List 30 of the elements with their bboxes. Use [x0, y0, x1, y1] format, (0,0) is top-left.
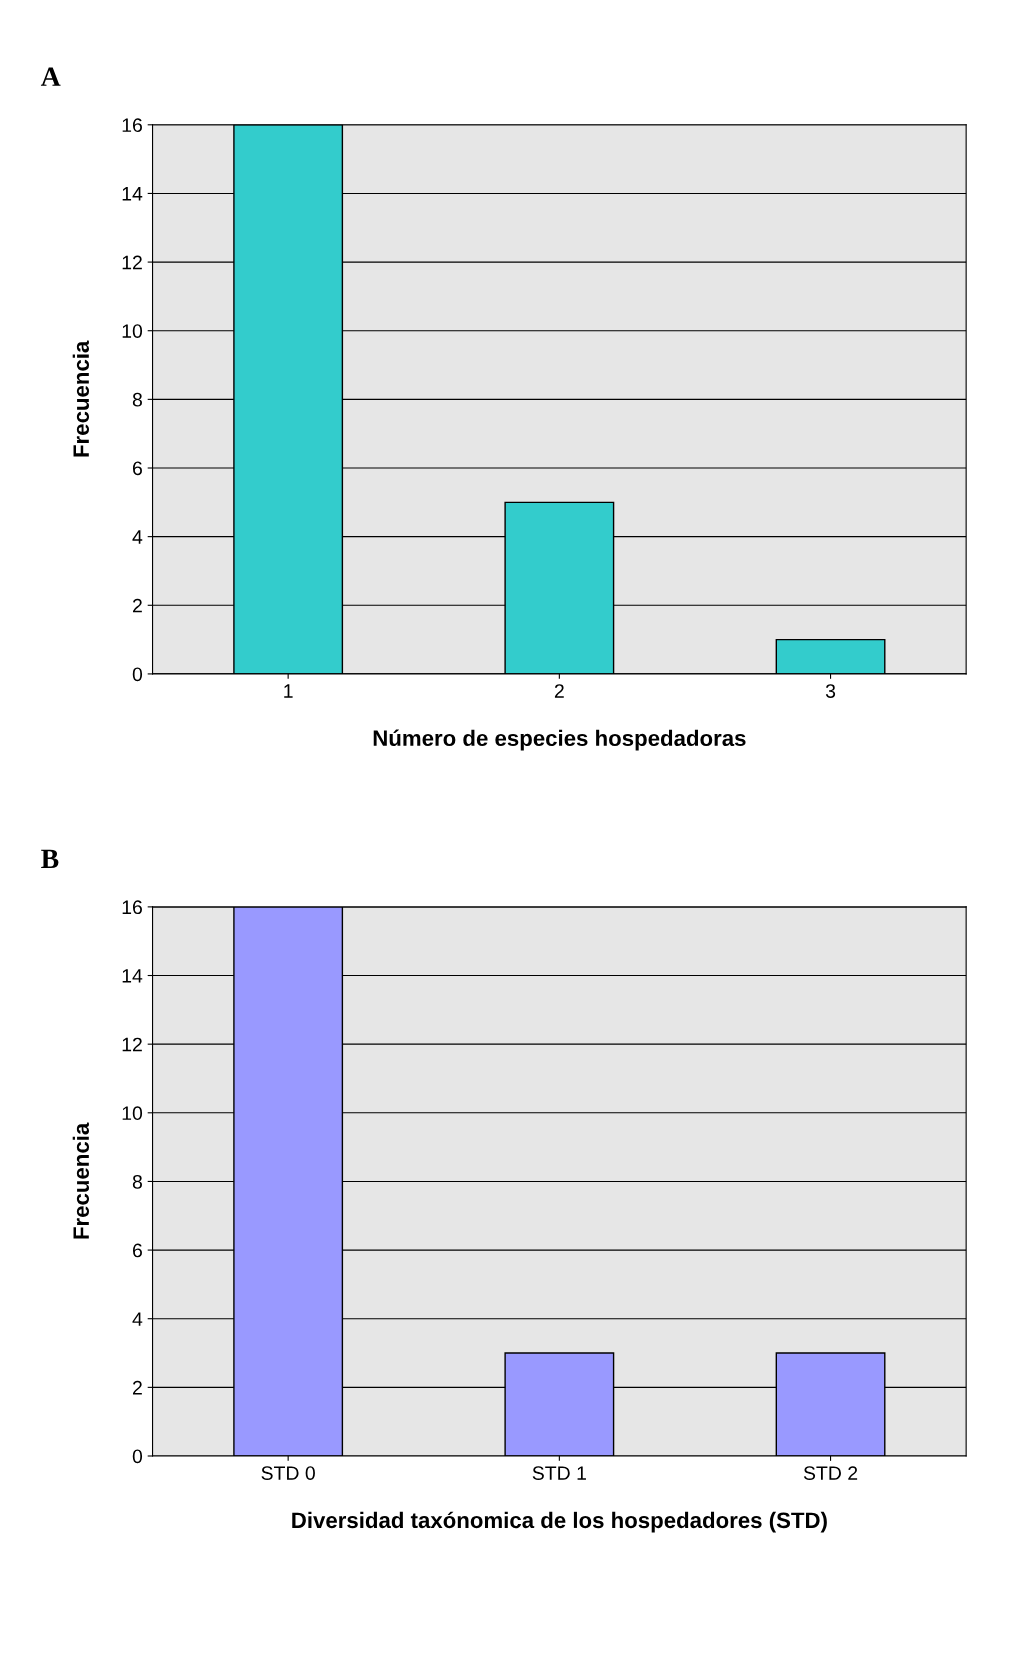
y-tick-label: 2: [132, 1380, 142, 1395]
y-tick-label: 4: [132, 1312, 143, 1326]
x-tick-label: 3: [825, 684, 836, 698]
y-tick-label: 8: [132, 392, 142, 407]
y-tick-label: 12: [122, 1037, 142, 1052]
y-axis-title: Frecuencia: [72, 1122, 90, 1239]
x-tick-label: 1: [284, 684, 293, 698]
y-tick-label: 12: [122, 255, 142, 270]
x-tick-label: STD 0: [261, 1466, 315, 1480]
y-tick-label: 0: [132, 1449, 143, 1464]
y-tick-label: 14: [122, 969, 143, 983]
x-axis-title: Diversidad taxónomica de los hospedadores (STD): [292, 1511, 827, 1533]
y-axis-title: Frecuencia: [72, 340, 90, 457]
y-tick-label: 16: [122, 900, 142, 915]
y-tick-label: 10: [122, 324, 143, 338]
y-tick-label: 16: [122, 118, 142, 133]
y-tick-label: 4: [132, 530, 143, 544]
y-tick-label: 14: [122, 187, 143, 201]
y-tick-label: 2: [132, 598, 142, 613]
y-tick-label: 8: [132, 1174, 142, 1189]
y-tick-label: 6: [133, 461, 142, 476]
y-tick-label: 6: [133, 1243, 142, 1258]
x-tick-label: 2: [554, 684, 564, 698]
y-tick-label: 0: [132, 667, 143, 682]
x-tick-label: STD 2: [803, 1466, 858, 1480]
chart-title: B: [41, 849, 59, 868]
y-tick-label: 10: [122, 1106, 143, 1121]
x-axis-title: Número de especies hospedadoras: [373, 729, 746, 751]
x-tick-label: STD 1: [532, 1466, 586, 1480]
chart-title: A: [40, 67, 61, 86]
